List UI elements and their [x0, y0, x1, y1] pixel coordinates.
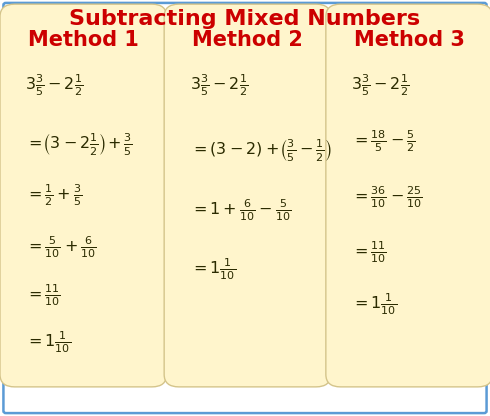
Text: $=1+\frac{6}{10}-\frac{5}{10}$: $=1+\frac{6}{10}-\frac{5}{10}$	[190, 197, 291, 223]
Text: $=(3-2)+\!\left(\frac{3}{5}-\frac{1}{2}\right)$: $=(3-2)+\!\left(\frac{3}{5}-\frac{1}{2}\…	[190, 137, 332, 163]
FancyBboxPatch shape	[326, 4, 490, 387]
Text: $=\frac{18}{5}-\frac{5}{2}$: $=\frac{18}{5}-\frac{5}{2}$	[351, 129, 416, 154]
Text: $=1\frac{1}{10}$: $=1\frac{1}{10}$	[190, 256, 236, 282]
FancyBboxPatch shape	[0, 4, 167, 387]
Text: $3\frac{3}{5}-2\frac{1}{2}$: $3\frac{3}{5}-2\frac{1}{2}$	[25, 72, 84, 98]
Text: $=1\frac{1}{10}$: $=1\frac{1}{10}$	[25, 329, 72, 355]
Text: $=\frac{11}{10}$: $=\frac{11}{10}$	[25, 282, 61, 308]
FancyBboxPatch shape	[164, 4, 331, 387]
Text: $=1\frac{1}{10}$: $=1\frac{1}{10}$	[351, 291, 397, 317]
FancyBboxPatch shape	[3, 3, 487, 413]
Text: Subtracting Mixed Numbers: Subtracting Mixed Numbers	[70, 9, 420, 29]
Text: Method 3: Method 3	[354, 30, 465, 50]
Text: $=\frac{1}{2}+\frac{3}{5}$: $=\frac{1}{2}+\frac{3}{5}$	[25, 183, 83, 208]
Text: Method 2: Method 2	[192, 30, 303, 50]
Text: $=\frac{36}{10}-\frac{25}{10}$: $=\frac{36}{10}-\frac{25}{10}$	[351, 185, 423, 210]
Text: $=\frac{5}{10}+\frac{6}{10}$: $=\frac{5}{10}+\frac{6}{10}$	[25, 235, 97, 260]
Text: $3\frac{3}{5}-2\frac{1}{2}$: $3\frac{3}{5}-2\frac{1}{2}$	[351, 72, 410, 98]
Text: $=\!\left(3-2\frac{1}{2}\right)\!+\frac{3}{5}$: $=\!\left(3-2\frac{1}{2}\right)\!+\frac{…	[25, 131, 133, 156]
Text: Method 1: Method 1	[28, 30, 139, 50]
Text: $3\frac{3}{5}-2\frac{1}{2}$: $3\frac{3}{5}-2\frac{1}{2}$	[190, 72, 248, 98]
Text: $=\frac{11}{10}$: $=\frac{11}{10}$	[351, 239, 387, 265]
